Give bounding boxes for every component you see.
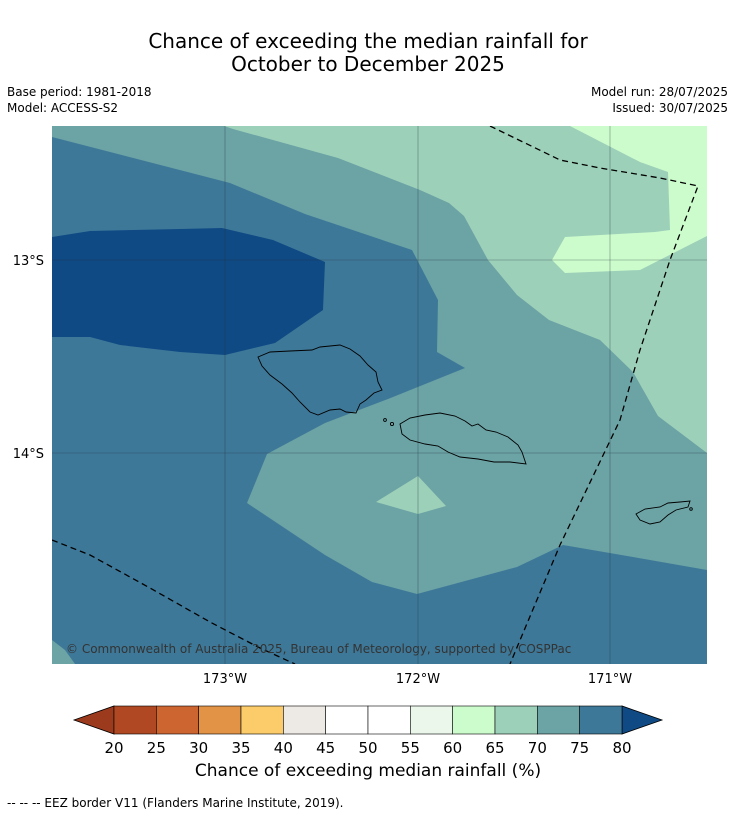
colorbar-under-arrow [72,705,115,735]
model-run: Model run: 28/07/2025 [590,85,728,99]
region-pale-green [552,126,707,273]
colorbar-over-arrow [621,705,664,735]
colorbar-segment [410,705,453,735]
model-name: Model: ACCESS-S2 [7,101,119,115]
lat-label-14s: 14°S [13,447,44,462]
island-upolu [399,412,527,465]
colorbar-label: Chance of exceeding median rainfall (%) [194,761,542,781]
lon-label-173w: 173°W [203,672,247,687]
colorbar-tick-label: 55 [401,739,420,757]
region-teal-corner [52,640,75,664]
colorbar-tick-label: 20 [104,739,123,757]
colorbar-tick-label: 35 [231,739,250,757]
colorbar-tick-label: 45 [316,739,335,757]
colorbar-segment [452,705,496,735]
lon-label-172w: 172°W [396,672,440,687]
issued-date: Issued: 30/07/2025 [612,101,728,115]
colorbar-tick-label: 60 [443,739,462,757]
eez-border [52,126,699,664]
colorbar-tick-label: 40 [274,739,293,757]
latitude-labels: 13°S 14°S [13,254,44,462]
title-line-1: Chance of exceeding the median rainfall … [148,29,588,53]
colorbar-tick-label: 75 [570,739,589,757]
forecast-map: © Commonwealth of Australia 2025, Bureau… [52,126,707,664]
coastlines [257,344,693,525]
islet-aunuu [689,507,693,511]
colorbar-segment [283,705,326,735]
colorbar-segment [325,705,369,735]
colorbar-segment [579,705,623,735]
colorbar-segment [367,705,411,735]
colorbar-segment [494,705,538,735]
colorbar-tick-label: 65 [485,739,504,757]
colorbar: 20 25 30 35 40 45 50 55 60 65 70 75 80 [72,705,664,757]
longitude-labels: 173°W 172°W 171°W [203,672,632,687]
colorbar-segment [537,705,580,735]
colorbar-tick-label: 80 [612,739,631,757]
island-tutuila [635,500,691,525]
gridlines [52,126,707,664]
colorbar-segment [156,705,199,735]
colorbar-segment [240,705,284,735]
colorbar-tick-label: 30 [189,739,208,757]
base-period: Base period: 1981-2018 [7,85,152,99]
region-dark-blue [52,228,325,355]
colorbar-tick-label: 70 [528,739,547,757]
colorbar-tick-label: 50 [358,739,377,757]
colorbar-segment [113,705,157,735]
lat-label-13s: 13°S [13,254,44,269]
copyright-notice: © Commonwealth of Australia 2025, Bureau… [66,642,571,656]
islet-manono [383,418,387,422]
title-line-2: October to December 2025 [231,52,505,76]
islet-apolima [389,421,395,427]
region-light-green-patch [376,476,446,514]
meta-right: Model run: 28/07/2025 Issued: 30/07/2025 [591,84,728,116]
eez-footnote: -- -- -- EEZ border V11 (Flanders Marine… [7,796,344,810]
meta-left: Base period: 1981-2018 Model: ACCESS-S2 [7,84,152,116]
island-savaii [257,344,383,416]
lon-label-171w: 171°W [588,672,632,687]
region-light-green [224,126,707,453]
chart-title: Chance of exceeding the median rainfall … [0,30,736,76]
colorbar-segment [198,705,242,735]
colorbar-tick-label: 25 [147,739,166,757]
